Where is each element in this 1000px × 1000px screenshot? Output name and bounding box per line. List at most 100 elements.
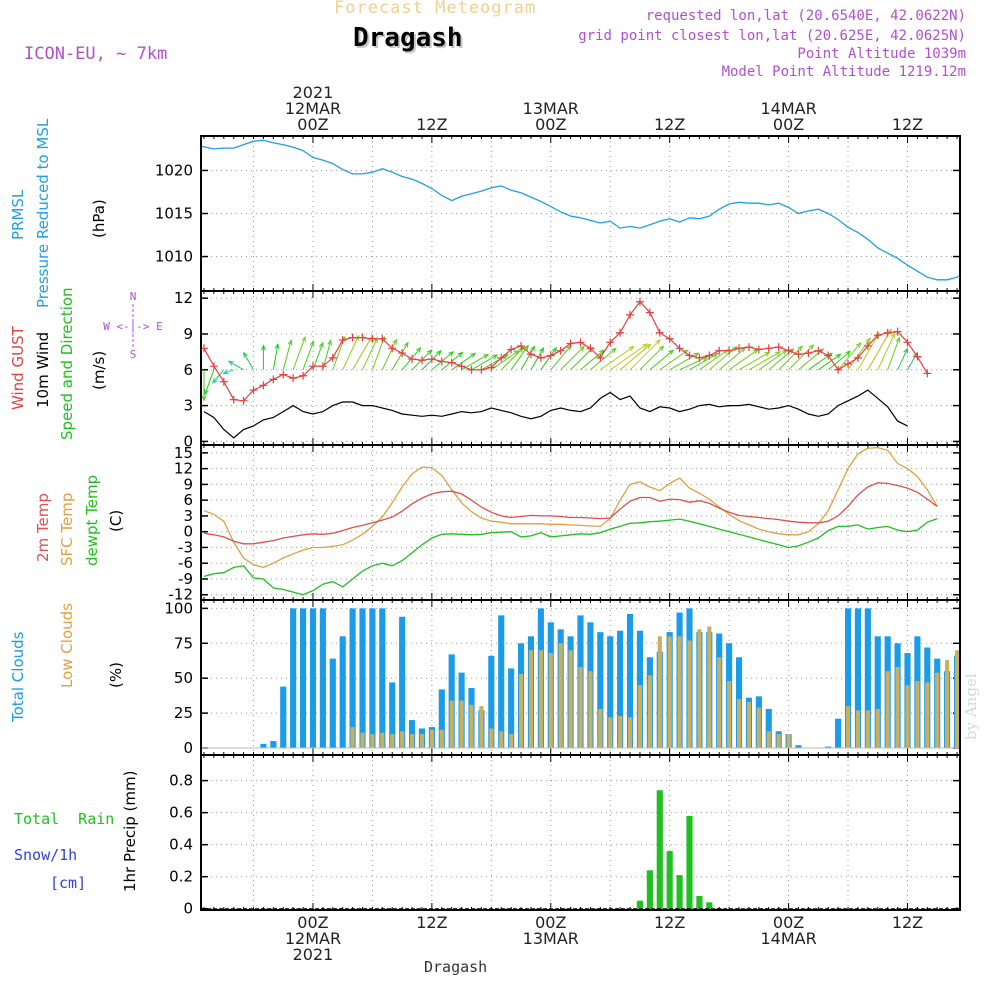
bottom-time-label: 00Z bbox=[773, 913, 804, 932]
gust-marker bbox=[279, 370, 288, 379]
total-cloud-bar bbox=[765, 708, 772, 749]
wind-arrow-head bbox=[470, 352, 477, 358]
wind-arrow-head bbox=[579, 345, 586, 352]
y-tick-label: 0 bbox=[183, 523, 193, 541]
compass-north: N bbox=[130, 290, 137, 303]
total-cloud-bar bbox=[399, 616, 406, 749]
total-cloud-bar bbox=[617, 630, 624, 749]
wind-arrow-shaft bbox=[758, 349, 788, 371]
gust-marker bbox=[507, 345, 516, 354]
wind-arrow bbox=[201, 369, 207, 402]
wind-arrow-shaft bbox=[570, 347, 594, 371]
gust-marker bbox=[269, 375, 278, 384]
wind-arrow-shaft bbox=[748, 351, 781, 371]
point-altitude: Point Altitude 1039m bbox=[797, 46, 966, 62]
top-time-label: 12Z bbox=[892, 115, 923, 134]
gust-marker bbox=[685, 351, 694, 360]
wind-arrow-shaft bbox=[857, 332, 880, 371]
wind-arrow-shaft bbox=[728, 349, 759, 371]
gust-marker bbox=[517, 341, 526, 350]
y-tick-label: 9 bbox=[183, 325, 193, 343]
wind-arrow-head bbox=[392, 338, 397, 345]
low-cloud-bar bbox=[409, 734, 415, 749]
wind-arrow-shaft bbox=[619, 344, 651, 371]
wind-arrow bbox=[471, 354, 499, 371]
wind-arrow bbox=[362, 336, 378, 371]
celsius-unit-label: (C) bbox=[107, 510, 125, 532]
y-tick-label: 75 bbox=[174, 634, 193, 652]
total-cloud-bar bbox=[498, 615, 505, 749]
low-cloud-bar bbox=[449, 700, 454, 749]
low-cloud-bar bbox=[360, 732, 365, 749]
gust-marker bbox=[417, 356, 426, 365]
y-tick-label: 12 bbox=[174, 289, 193, 307]
wind-arrow-head bbox=[658, 345, 665, 352]
wind-arrow-head bbox=[204, 389, 209, 396]
gust-marker bbox=[705, 351, 714, 360]
wind-arrow-head bbox=[903, 347, 908, 354]
gust-marker bbox=[467, 365, 476, 374]
panel-frame bbox=[200, 754, 961, 911]
gust-marker bbox=[923, 369, 932, 378]
total-cloud-bar bbox=[339, 636, 346, 749]
wind-arrow bbox=[580, 349, 605, 371]
total-cloud-bar bbox=[260, 743, 267, 749]
y-tick-label: 0.4 bbox=[169, 836, 193, 854]
requested-lonlat: requested lon,lat (20.6540E, 42.0622N) bbox=[645, 8, 966, 24]
y-tick-label: 25 bbox=[174, 704, 193, 722]
wind-arrow bbox=[222, 369, 234, 375]
gust-marker bbox=[427, 355, 436, 364]
rain-bar bbox=[706, 902, 713, 909]
gust-marker bbox=[824, 351, 833, 360]
temp-sfc-line bbox=[203, 446, 938, 569]
y-tick-label: 0.8 bbox=[169, 772, 193, 790]
wind-arrow-head bbox=[523, 344, 529, 351]
total-rain-label: Total Rain bbox=[14, 810, 114, 828]
top-time-label: 14MAR bbox=[760, 99, 816, 118]
low-cloud-bar bbox=[905, 685, 910, 749]
low-cloud-bar bbox=[618, 715, 623, 749]
low-cloud-bar bbox=[627, 717, 633, 749]
low-cloud-bar bbox=[479, 706, 484, 749]
rain-bar bbox=[646, 870, 653, 909]
total-cloud-bar bbox=[290, 608, 297, 749]
wind-arrow bbox=[649, 349, 675, 371]
wind-arrow bbox=[540, 346, 558, 371]
gust-marker bbox=[328, 353, 337, 362]
wind-arrow-shaft bbox=[798, 348, 824, 371]
y-tick-label: 3 bbox=[183, 507, 193, 525]
low-cloud-bar bbox=[845, 706, 851, 749]
gust-marker bbox=[388, 344, 397, 353]
wind-arrow-head bbox=[403, 341, 409, 348]
wind-arrow bbox=[261, 344, 266, 370]
y-tick-label: 1020 bbox=[155, 161, 193, 179]
bottom-time-label: 12Z bbox=[416, 913, 447, 932]
gust-marker bbox=[725, 346, 734, 355]
low-cloud-bar bbox=[925, 682, 930, 749]
wind-arrow bbox=[629, 339, 661, 371]
low-cloud-bar bbox=[786, 734, 791, 749]
gust-marker bbox=[893, 327, 902, 336]
total-cloud-bar bbox=[597, 632, 604, 749]
gust-marker bbox=[526, 350, 535, 359]
total-cloud-bar bbox=[280, 686, 287, 749]
wind-arrow-head bbox=[865, 337, 871, 344]
wind-arrow-shaft bbox=[907, 352, 918, 371]
footer-location: Dragash bbox=[424, 958, 488, 976]
wind-arrow-head bbox=[448, 351, 455, 357]
wind-arrow-head bbox=[436, 349, 442, 356]
low-cloud-bar bbox=[766, 731, 771, 749]
gust-marker bbox=[447, 358, 456, 367]
gust-marker bbox=[665, 334, 674, 343]
wind-arrow bbox=[560, 345, 586, 371]
gust-marker bbox=[408, 355, 417, 364]
wind-speed-line bbox=[203, 389, 908, 439]
wind-arrow-head bbox=[890, 332, 896, 339]
y-tick-label: -3 bbox=[178, 538, 193, 556]
wind-arrow-head bbox=[327, 339, 332, 346]
gust-marker bbox=[378, 334, 387, 343]
low-cloud-bar bbox=[885, 671, 890, 749]
compass-south: S bbox=[130, 348, 137, 361]
top-time-label: 12Z bbox=[654, 115, 685, 134]
wind-arrow-shaft bbox=[212, 369, 225, 384]
